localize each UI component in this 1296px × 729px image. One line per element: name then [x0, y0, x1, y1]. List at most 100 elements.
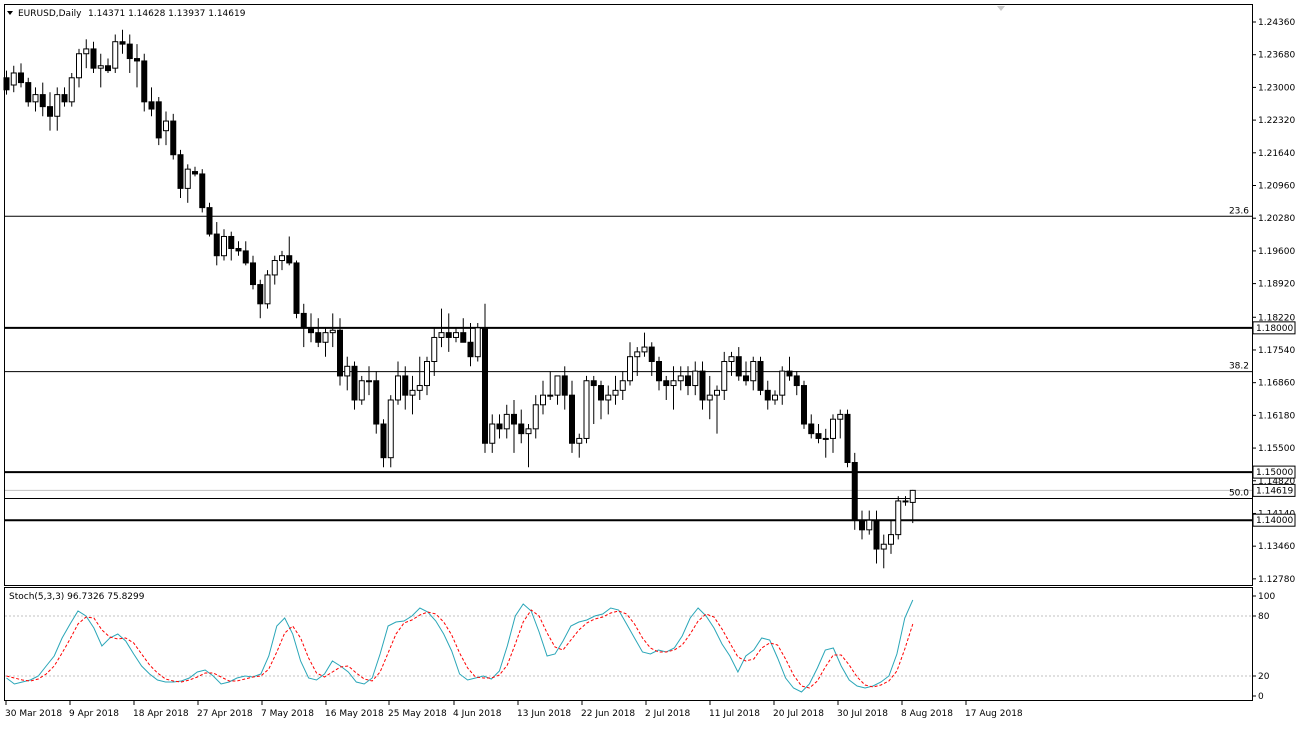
time-tick-label: 30 Mar 2018 [5, 709, 62, 719]
candle-body [148, 101, 155, 110]
candle-body [648, 346, 655, 363]
candle-body [54, 94, 61, 117]
candle-body [39, 94, 46, 108]
candle-body [808, 423, 815, 435]
candle-body [837, 413, 844, 420]
stoch-tick-label: 100 [1258, 592, 1275, 602]
candle-body [772, 394, 778, 401]
candle-body [293, 262, 300, 314]
candle-body [815, 433, 822, 439]
candle-body [3, 77, 10, 91]
price-tag-label: 1.14619 [1256, 486, 1293, 496]
candle-body [373, 380, 380, 425]
candle-body [902, 500, 909, 503]
candle-body [177, 154, 184, 189]
price-tag-box [1252, 465, 1296, 479]
candle-body [97, 65, 104, 69]
candle-body [685, 375, 691, 387]
candle-body [656, 361, 662, 382]
candle-body [431, 336, 438, 363]
candle-body [199, 173, 206, 209]
stoch-tick-label: 80 [1258, 612, 1270, 622]
candle-body [402, 375, 409, 396]
candle-body [576, 437, 583, 444]
candle-body [801, 385, 807, 425]
time-tick-label: 18 Apr 2018 [133, 709, 189, 719]
candle-body [786, 370, 793, 377]
candle-body [279, 255, 285, 262]
candle-body [344, 365, 351, 377]
candle-body [793, 375, 800, 387]
candle-body [888, 534, 894, 545]
candle-body [627, 356, 633, 382]
candle-body [489, 423, 496, 444]
candle-body [851, 461, 858, 521]
time-tick-label: 2 Jul 2018 [645, 709, 690, 719]
candle-body [322, 332, 329, 343]
candle-body [757, 361, 764, 391]
chart-symbol: EURUSD,Daily [18, 9, 82, 19]
chart-ohlc: 1.14371 1.14628 1.13937 1.14619 [88, 9, 246, 19]
candle-body [714, 389, 720, 396]
time-tick-label: 8 Aug 2018 [901, 709, 953, 719]
time-tick-label: 25 May 2018 [388, 709, 447, 719]
candle-body [112, 41, 119, 69]
candle-body [329, 329, 336, 334]
candle-body [213, 233, 220, 257]
candle-body [540, 394, 546, 406]
time-tick-label: 11 Jul 2018 [709, 709, 760, 719]
candle-body [395, 375, 401, 401]
candle-body [496, 423, 503, 430]
candle-body [822, 437, 829, 440]
price-tag-box [1252, 513, 1296, 527]
candle-body [547, 394, 554, 397]
candle-body [467, 341, 474, 358]
candle-body [105, 65, 111, 72]
candle-body [583, 380, 590, 439]
candle-body [61, 94, 68, 103]
candle-body [358, 380, 365, 401]
candle-body [163, 120, 169, 132]
candle-body [859, 519, 865, 531]
triangle-down-icon[interactable] [7, 11, 13, 15]
candle-body [90, 48, 97, 69]
main-chart-frame [4, 4, 1253, 586]
stoch-tick-label: 20 [1258, 672, 1270, 682]
chart-shift-triangle-icon[interactable] [997, 6, 1005, 11]
candle-body [605, 394, 612, 401]
time-tick-label: 30 Jul 2018 [837, 709, 888, 719]
candle-body [445, 332, 452, 338]
fib-level-label: 23.6 [1229, 206, 1249, 216]
candle-body [387, 399, 394, 459]
candle-body [424, 361, 430, 387]
candle-body [518, 423, 525, 435]
candle-body [743, 375, 749, 382]
candle-body [641, 346, 648, 353]
candle-body [438, 332, 445, 338]
candle-body [206, 207, 213, 235]
candle-body [721, 361, 728, 391]
candle-body [511, 413, 517, 425]
time-axis: 30 Mar 2018 9 Apr 2018 18 Apr 2018 27 Apr 2… [5, 701, 1023, 719]
candle-body [503, 413, 510, 430]
candle-body [895, 500, 902, 536]
price-tick-label: 1.16180 [1258, 411, 1295, 421]
candle-body [663, 380, 670, 387]
price-axis: 1.24360 1.23680 1.23000 1.22320 1.21640 1.209… [1252, 18, 1295, 585]
price-tick-label: 1.23680 [1258, 51, 1295, 61]
price-tag-label: 1.14000 [1256, 516, 1293, 526]
candle-body [619, 380, 626, 391]
time-tick-label: 13 Jun 2018 [517, 709, 571, 719]
time-tick-label: 22 Jun 2018 [581, 709, 635, 719]
candle-body [699, 370, 706, 401]
candle-body [677, 375, 684, 382]
price-tick-label: 1.19600 [1258, 247, 1295, 257]
price-tick-label: 1.15500 [1258, 444, 1295, 454]
candle-body [764, 389, 771, 401]
time-tick-label: 7 May 2018 [261, 709, 314, 719]
price-tick-label: 1.18920 [1258, 280, 1295, 290]
candle-body [706, 394, 713, 401]
time-tick-label: 4 Jun 2018 [453, 709, 502, 719]
